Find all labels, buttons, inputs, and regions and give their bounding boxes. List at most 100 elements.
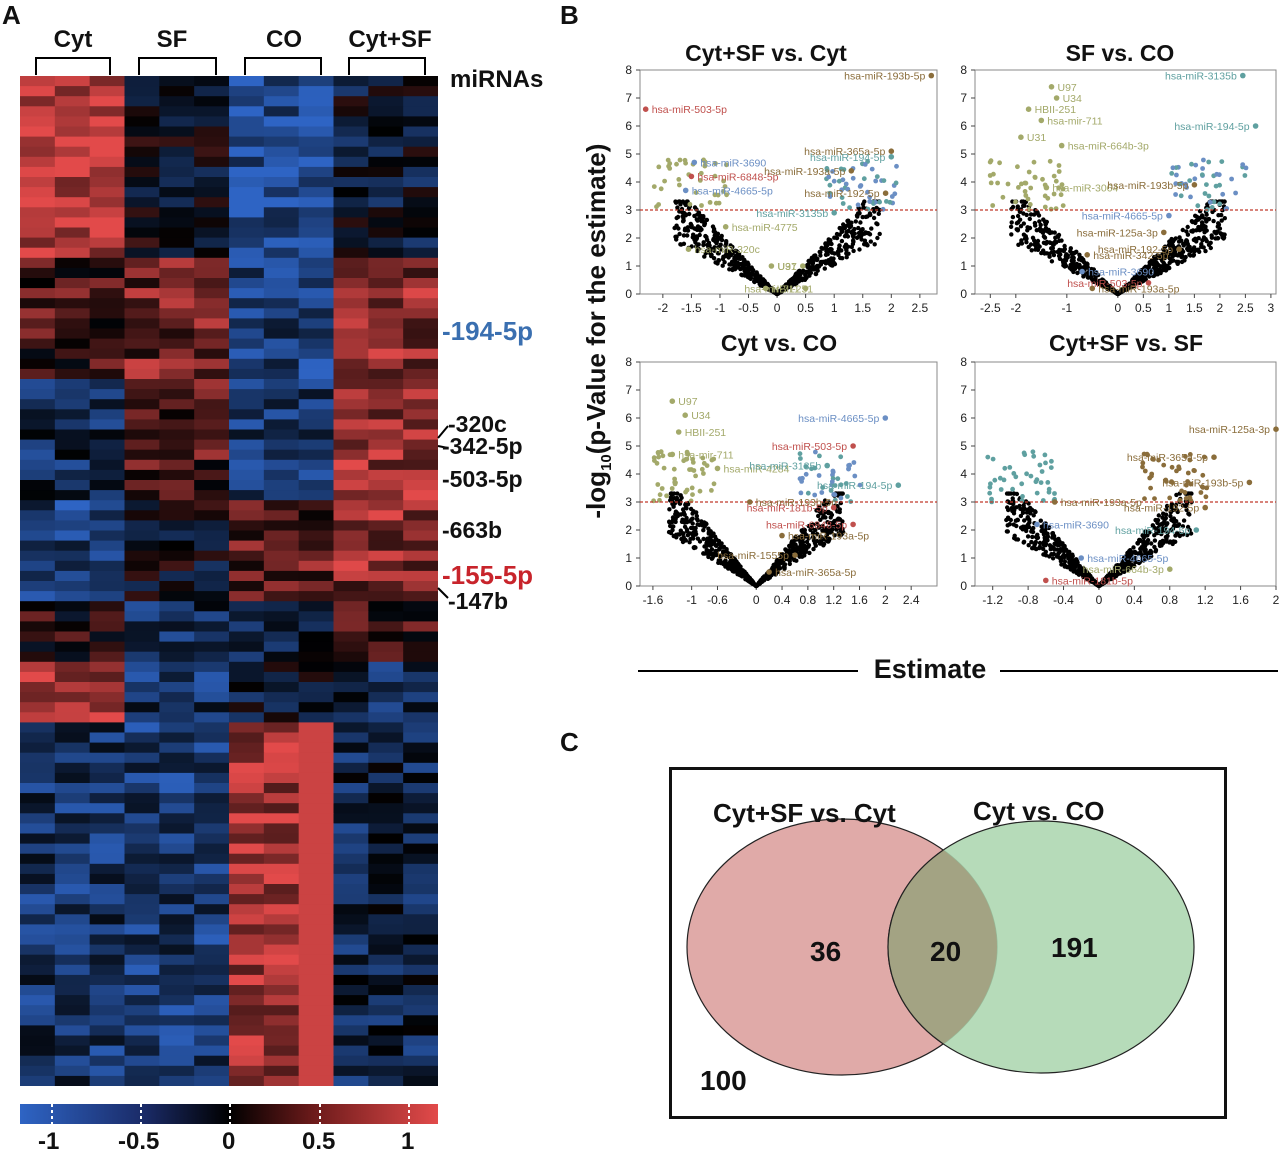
background-point (716, 538, 722, 544)
heatmap-cell (263, 873, 300, 885)
heatmap-cell (20, 288, 56, 299)
background-point (698, 228, 703, 233)
heatmap-cell (20, 439, 56, 451)
point-label: hsa-miR-194-5p (1115, 525, 1190, 537)
background-point (701, 528, 706, 533)
heatmap-cell (229, 813, 265, 824)
heatmap-cell (194, 540, 230, 552)
background-point (1047, 254, 1052, 259)
heatmap-cell (124, 894, 160, 905)
heatmap-cell (89, 924, 126, 936)
labeled-point (691, 159, 698, 166)
background-point (1015, 227, 1021, 232)
heatmap-cell (124, 318, 160, 330)
background-point (1152, 544, 1157, 550)
significant-point (687, 201, 693, 207)
x-tick-label: 0.8 (800, 593, 817, 607)
heatmap-cell (298, 1035, 335, 1047)
significant-point (1209, 205, 1215, 210)
background-point (815, 268, 820, 273)
labeled-point (1034, 521, 1040, 528)
significant-point (664, 493, 669, 499)
point-label: hsa-miR-4665-5p (692, 185, 773, 197)
labeled-point (1176, 246, 1182, 252)
heatmap-cell (54, 722, 91, 734)
heatmap-cell (194, 116, 230, 128)
heatmap-cell (263, 328, 300, 340)
heatmap-cell (298, 823, 335, 835)
significant-point (987, 484, 993, 490)
background-point (691, 536, 696, 541)
background-point (1186, 244, 1191, 250)
background-point (1015, 204, 1020, 209)
heatmap-cell (229, 409, 265, 420)
heatmap-cell (333, 813, 369, 824)
significant-point (1200, 485, 1206, 490)
heatmap-cell (159, 146, 195, 158)
heatmap-cell (263, 318, 300, 330)
heatmap-cell (20, 136, 56, 148)
background-point (670, 499, 675, 504)
background-point (683, 538, 688, 543)
background-point (1167, 256, 1173, 261)
heatmap-cell (403, 651, 438, 663)
x-tick-label: 0.5 (797, 301, 814, 315)
background-point (1045, 531, 1050, 536)
background-point (1021, 203, 1026, 208)
background-point (730, 250, 735, 256)
heatmap-cell (194, 914, 230, 925)
heatmap-cell (20, 550, 56, 562)
point-label: U97 (778, 261, 797, 273)
background-point (1118, 288, 1124, 294)
background-point (1149, 541, 1154, 546)
heatmap-cell (263, 530, 300, 542)
background-point (836, 252, 841, 258)
heatmap-cell (20, 884, 56, 895)
heatmap-cell (333, 469, 369, 481)
heatmap-cell (298, 1045, 335, 1057)
heatmap-cell (159, 581, 195, 592)
background-point (809, 526, 815, 531)
background-point (1057, 542, 1063, 547)
heatmap-cell (124, 762, 160, 774)
labeled-point (1246, 479, 1253, 486)
significant-point (701, 460, 707, 466)
significant-point (1243, 165, 1249, 171)
heatmap-cell (333, 904, 369, 915)
background-point (745, 270, 750, 275)
background-point (1197, 249, 1202, 254)
heatmap-cell (368, 146, 404, 158)
background-point (753, 583, 758, 588)
heatmap-cell (403, 601, 438, 612)
heatmap-cell (124, 853, 160, 865)
background-point (810, 531, 816, 536)
heatmap-cell (229, 530, 265, 542)
background-point (1037, 244, 1042, 249)
heatmap-cell (20, 1035, 56, 1047)
heatmap-cell (194, 348, 230, 360)
heatmap-cell (194, 934, 230, 946)
heatmap-cell (20, 853, 56, 865)
heatmap-cell (403, 621, 438, 633)
heatmap-cell (124, 742, 160, 754)
heatmap-cell (20, 813, 56, 824)
heatmap-cell (124, 480, 160, 491)
venn-count-cytsf-only: 36 (810, 936, 842, 967)
heatmap-cell (263, 621, 300, 633)
labeled-point (1053, 95, 1060, 101)
heatmap-cell (194, 783, 230, 794)
heatmap-cell (89, 409, 126, 420)
background-point (819, 245, 824, 251)
background-point (1042, 219, 1048, 224)
heatmap-cell (333, 520, 369, 532)
background-point (1039, 528, 1044, 534)
significant-point (805, 490, 811, 496)
heatmap-cell (20, 591, 56, 602)
significant-point (1200, 166, 1205, 171)
significant-point (1178, 193, 1184, 199)
heatmap-cell (20, 712, 56, 723)
labeled-point (642, 106, 649, 112)
labeled-point (688, 173, 695, 180)
heatmap-cell (89, 793, 126, 804)
heatmap-cell (298, 368, 335, 380)
